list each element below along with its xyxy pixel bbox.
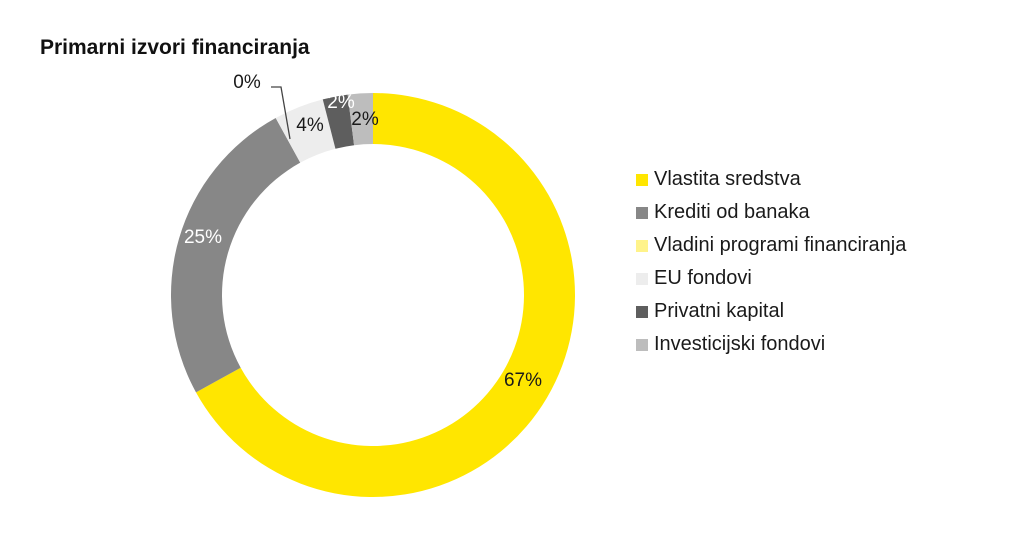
legend-label: Vlastita sredstva: [654, 168, 801, 190]
data-labels: 67%25%0%4%2%2%: [184, 72, 542, 391]
data-label-investicijski-fondovi: 2%: [351, 109, 379, 130]
chart-title: Primarni izvori financiranja: [40, 36, 310, 59]
legend-swatch: [636, 338, 648, 351]
legend-item-krediti-od-banaka: Krediti od banaka: [636, 196, 906, 229]
legend-swatch: [636, 239, 648, 252]
data-label-eu-fondovi: 4%: [296, 115, 324, 136]
leader-line: [271, 86, 291, 140]
legend-label: EU fondovi: [654, 267, 752, 289]
slice-eu-fondovi: [275, 99, 336, 163]
donut-slices: [171, 93, 575, 498]
legend-swatch: [636, 272, 648, 285]
legend-label: Vladini programi financiranja: [654, 234, 907, 256]
data-label-krediti-od-banaka: 25%: [184, 227, 222, 248]
legend-swatch: [636, 206, 648, 219]
legend-swatch: [636, 173, 648, 186]
slice-krediti-od-banaka: [171, 117, 301, 393]
data-label-vlastita-sredstva: 67%: [504, 370, 542, 391]
data-label-vladini-programi-financiranja: 0%: [233, 72, 261, 93]
legend-item-privatni-kapital: Privatni kapital: [636, 295, 906, 328]
legend: Vlastita sredstva Krediti od banaka Vlad…: [636, 163, 906, 361]
slice-privatni-kapital: [322, 94, 355, 149]
legend-item-vlastita-sredstva: Vlastita sredstva: [636, 163, 906, 196]
legend-label: Investicijski fondovi: [654, 333, 826, 355]
legend-item-eu-fondovi: EU fondovi: [636, 262, 906, 295]
legend-swatch: [636, 305, 648, 318]
slice-investicijski-fondovi: [347, 93, 373, 146]
data-label-privatni-kapital: 2%: [327, 92, 355, 113]
legend-label: Privatni kapital: [654, 300, 785, 322]
legend-item-vladini-programi: Vladini programi financiranja: [636, 229, 906, 262]
legend-label: Krediti od banaka: [654, 201, 810, 223]
legend-item-investicijski-fondovi: Investicijski fondovi: [636, 328, 906, 361]
